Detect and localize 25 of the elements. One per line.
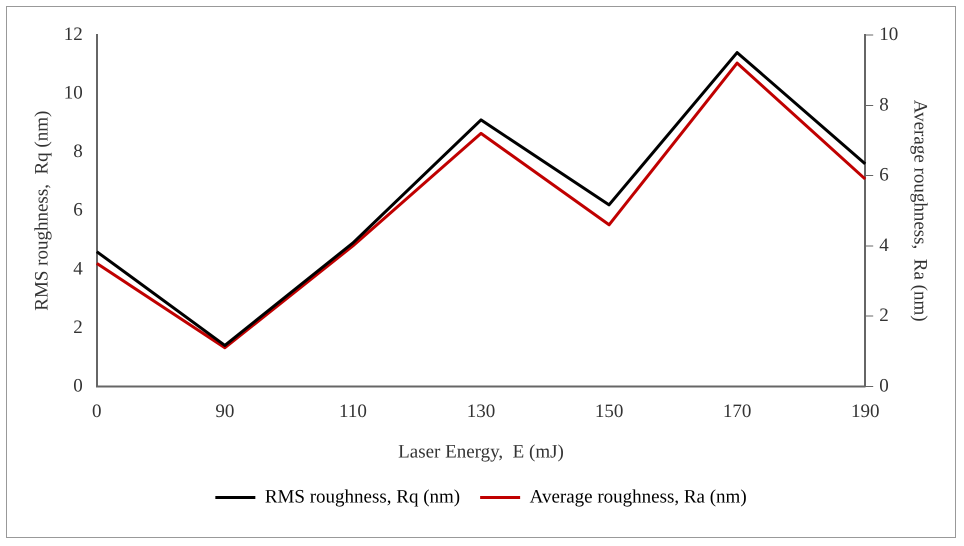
x-tick-label: 90 bbox=[215, 400, 234, 422]
y-tick-label: 4 bbox=[73, 258, 84, 280]
x-tick-label: 190 bbox=[850, 400, 880, 422]
y-tick-label: 12 bbox=[64, 24, 83, 45]
y-axis-title: RMS roughness, Rq (nm) bbox=[31, 110, 52, 311]
x-tick-label: 150 bbox=[594, 400, 624, 422]
y2-tick-label: 6 bbox=[879, 164, 889, 186]
x-axis-title: Laser Energy, E (mJ) bbox=[398, 442, 564, 463]
x-tick-label: 0 bbox=[92, 400, 102, 422]
legend-label: RMS roughness, Rq (nm) bbox=[264, 486, 460, 508]
y2-tick-label: 0 bbox=[879, 375, 889, 396]
legend-label: Average roughness, Ra (nm) bbox=[530, 486, 747, 508]
y-tick-label: 2 bbox=[73, 316, 83, 338]
y2-tick-label: 10 bbox=[879, 24, 898, 45]
y2-axis-title: Average roughness, Ra (nm) bbox=[910, 100, 931, 322]
y-tick-label: 10 bbox=[64, 82, 83, 104]
y2-tick-label: 4 bbox=[879, 234, 890, 256]
x-tick-label: 130 bbox=[466, 400, 496, 422]
y2-tick-label: 2 bbox=[879, 305, 889, 326]
y-tick-label: 8 bbox=[73, 141, 83, 162]
x-tick-label: 170 bbox=[722, 400, 752, 422]
y2-tick-label: 8 bbox=[879, 94, 889, 116]
x-tick-label: 110 bbox=[339, 400, 367, 422]
y-tick-label: 6 bbox=[73, 200, 83, 221]
y-tick-label: 0 bbox=[73, 375, 83, 396]
